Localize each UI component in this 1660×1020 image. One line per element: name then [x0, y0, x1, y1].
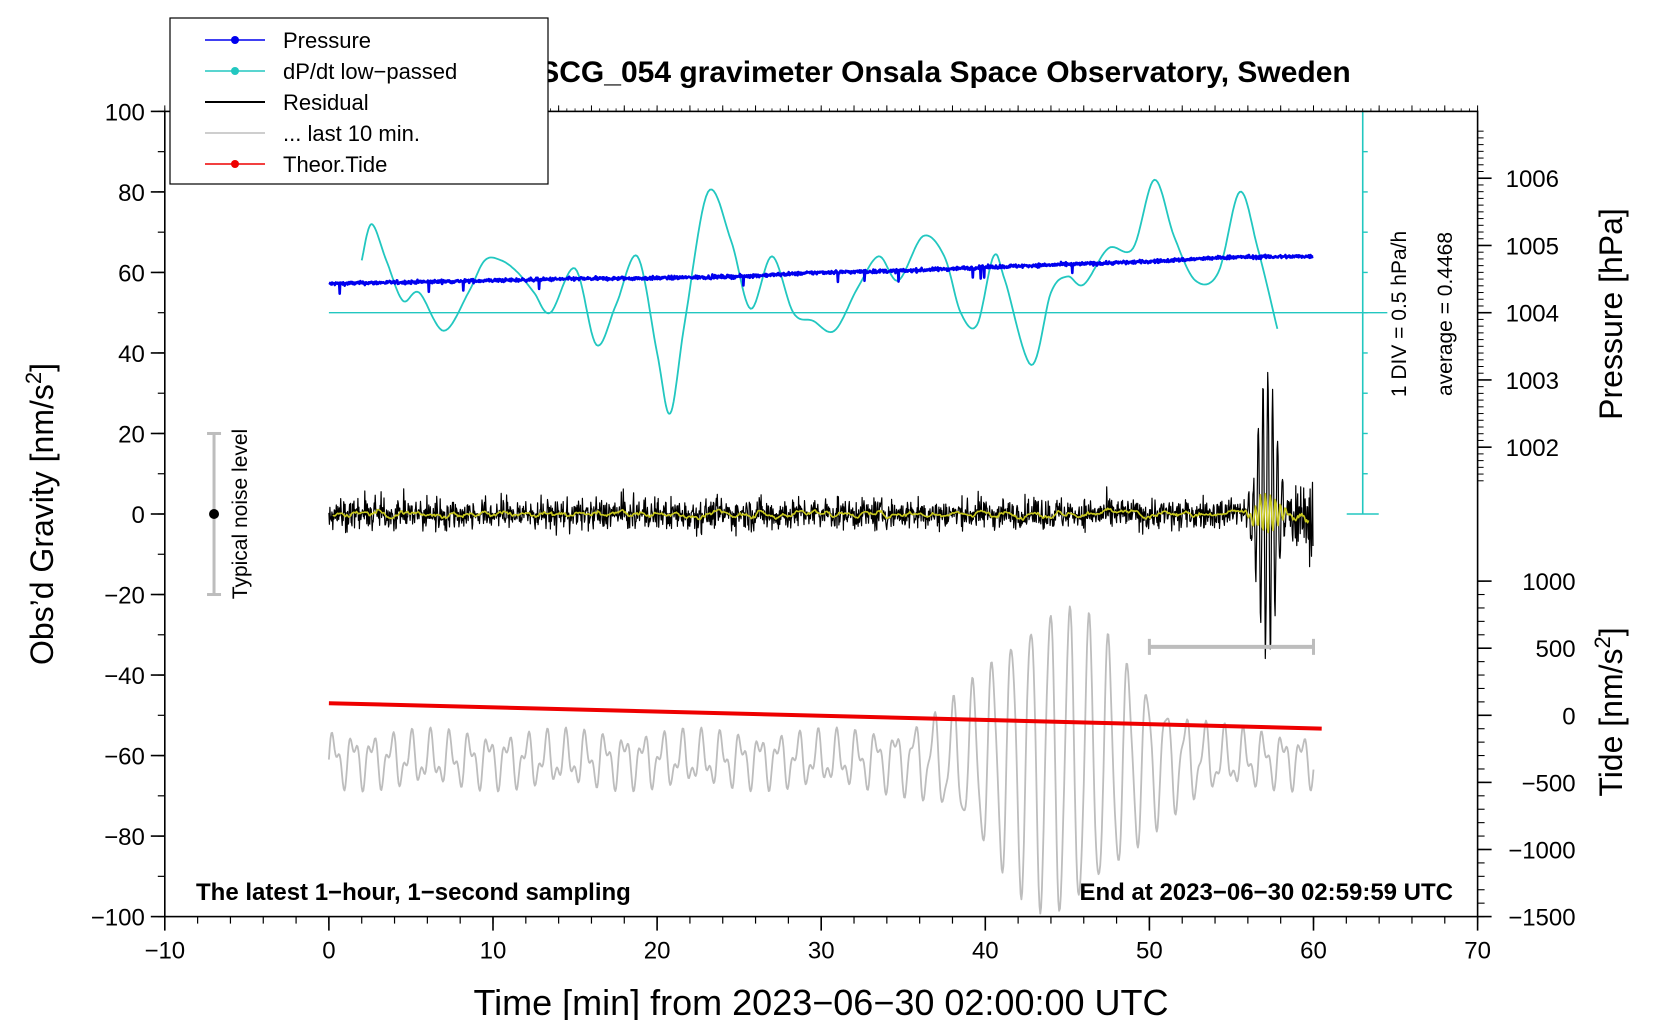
tide-series-line — [328, 701, 1322, 731]
div-scale-label: 1 DIV = 0.5 hPa/h — [1388, 231, 1411, 397]
y-axis-label-sup: 2 — [21, 372, 46, 384]
x-tick-label: 10 — [480, 938, 507, 965]
tide-tick-label: 500 — [1536, 636, 1576, 663]
x-tick-label: 60 — [1300, 938, 1327, 965]
legend-label: Pressure — [283, 28, 371, 53]
chart-title: SCG_054 gravimeter Onsala Space Observat… — [539, 56, 1351, 89]
tide-axis-label-tail: ] — [1593, 627, 1629, 636]
y-tick-label: 40 — [118, 341, 145, 368]
x-tick-label: 20 — [644, 938, 671, 965]
tide-tick-label: −1500 — [1508, 905, 1575, 932]
dpdt-series-line — [360, 178, 1279, 415]
legend-entries: Pressure dP/dt low−passed Residual ... last… — [205, 28, 457, 177]
noise-level-label: Typical noise level — [229, 429, 252, 599]
noise-center-dot — [209, 509, 220, 519]
text-layer: SCG_054 gravimeter Onsala Space Observat… — [21, 56, 1629, 1020]
legend-label: Theor.Tide — [283, 152, 387, 177]
y-tick-label: −80 — [104, 824, 145, 851]
x-tick-label: 70 — [1464, 938, 1491, 965]
y-axis-label-left: Obs’d Gravity [nm/s2] — [21, 363, 60, 665]
tide-axis-label-main: Tide [nm/s — [1593, 648, 1629, 796]
legend-label: Residual — [283, 90, 369, 115]
y-tick-label: 0 — [131, 502, 144, 529]
pressure-tick-label: 1002 — [1506, 435, 1559, 462]
y-axis-label-main: Obs’d Gravity [nm/s — [24, 384, 60, 665]
axes-layer: −10 0 10 20 30 40 50 60 70100806040200−20−40−60−… — [91, 99, 1576, 964]
x-tick-label: −10 — [144, 938, 185, 965]
residual-lowpass-line — [332, 492, 1310, 534]
pressure-series-line — [328, 253, 1314, 296]
data-layer — [207, 110, 1388, 915]
legend-label: dP/dt low−passed — [283, 59, 457, 84]
tide-tick-label: 1000 — [1522, 569, 1575, 596]
x-tick-label: 50 — [1136, 938, 1163, 965]
x-axis-label: Time [min] from 2023−06−30 02:00:00 UTC — [473, 982, 1168, 1020]
average-label: average = 0.4468 — [1434, 232, 1457, 396]
y-tick-label: 100 — [105, 99, 145, 126]
y-tick-label: −40 — [104, 663, 145, 690]
y-tick-label: −100 — [91, 905, 145, 932]
legend: Pressure dP/dt low−passed Residual ... last… — [169, 17, 549, 185]
pressure-tick-label: 1005 — [1506, 233, 1559, 260]
legend-label: ... last 10 min. — [283, 121, 420, 146]
pressure-axis-label: Pressure [hPa] — [1593, 208, 1629, 420]
x-tick-label: 40 — [972, 938, 999, 965]
y-tick-label: −20 — [104, 583, 145, 610]
tide-axis-label: Tide [nm/s2] — [1590, 627, 1629, 796]
pressure-tick-label: 1006 — [1506, 166, 1559, 193]
residual-series-line — [328, 371, 1314, 660]
y-tick-label: 60 — [118, 260, 145, 287]
legend-swatch-marker — [231, 160, 239, 168]
bottom-left-caption: The latest 1−hour, 1−second sampling — [196, 879, 631, 906]
y-tick-label: 20 — [118, 421, 145, 448]
bottom-right-caption: End at 2023−06−30 02:59:59 UTC — [1079, 879, 1453, 906]
pressure-tick-label: 1003 — [1506, 368, 1559, 395]
y-tick-label: 80 — [118, 180, 145, 207]
x-tick-label: 30 — [808, 938, 835, 965]
legend-swatch-marker — [231, 36, 239, 44]
tide-tick-label: 0 — [1562, 703, 1575, 730]
tide-axis-label-sup: 2 — [1590, 636, 1615, 648]
tide-tick-label: −500 — [1522, 770, 1576, 797]
x-tick-label: 0 — [322, 938, 335, 965]
y-axis-label-tail: ] — [24, 363, 60, 372]
tide-tick-label: −1000 — [1508, 837, 1575, 864]
last10-series-line — [328, 605, 1315, 915]
pressure-tick-label: 1004 — [1506, 301, 1559, 328]
y-tick-label: −60 — [104, 744, 145, 771]
legend-swatch-marker — [231, 67, 239, 75]
